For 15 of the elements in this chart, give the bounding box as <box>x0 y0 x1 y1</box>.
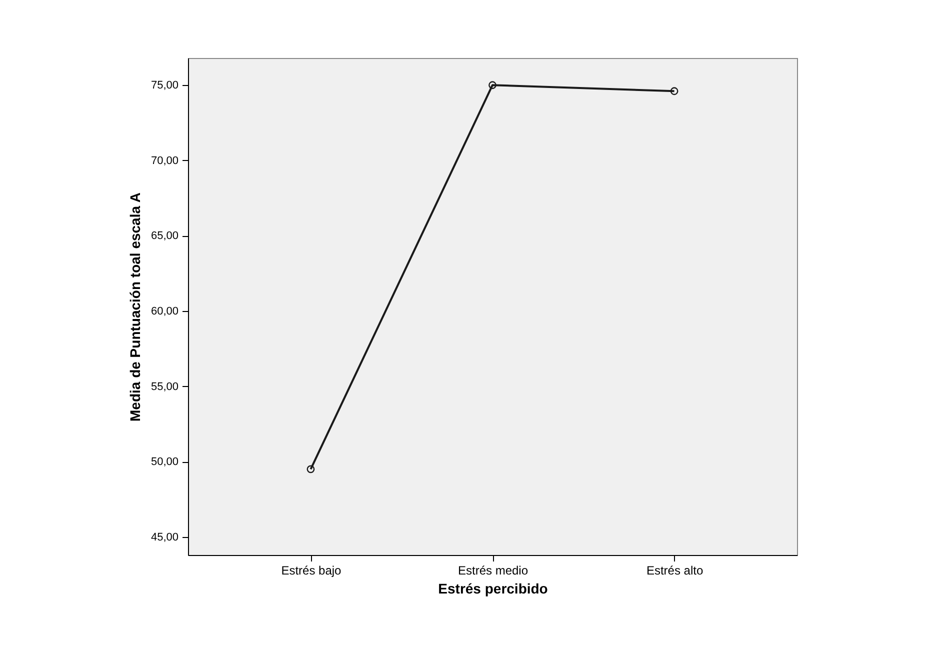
y-tick-label: 45,00 <box>150 531 178 544</box>
x-axis-title: Estrés percibido <box>438 580 548 596</box>
point <box>670 87 678 96</box>
y-tick-label: 60,00 <box>150 306 178 318</box>
y-tick-label: 70,00 <box>150 154 178 167</box>
point <box>488 81 496 90</box>
y-tick-label: 55,00 <box>150 380 178 393</box>
point <box>306 465 315 474</box>
y-tick-label: 75,00 <box>150 80 178 92</box>
y-tick-label: 65,00 <box>150 230 178 242</box>
y-tick-label: 50,00 <box>150 456 178 468</box>
x-tick-label: Estrés medio <box>458 564 528 578</box>
y-axis-title: Media de Puntuación toal escala A <box>126 192 143 422</box>
x-tick-label: Estrés bajo <box>281 564 342 578</box>
x-tick-label: Estrés alto <box>646 564 704 578</box>
